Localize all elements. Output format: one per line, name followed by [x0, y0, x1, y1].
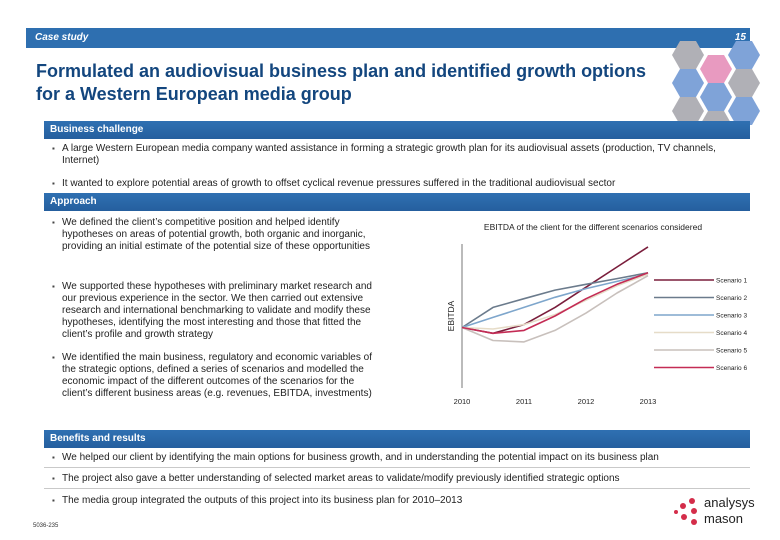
- document-code: 5036-235: [33, 523, 59, 529]
- x-tick-label: 2012: [578, 397, 595, 406]
- logo-word-2: mason: [704, 511, 744, 526]
- approach-heading: Approach: [44, 193, 750, 211]
- legend-label: Scenario 3: [716, 313, 747, 320]
- header-label: Case study: [35, 32, 89, 43]
- approach-bullet-2: We supported these hypotheses with preli…: [52, 281, 386, 341]
- challenge-bullet-1: A large Western European media company w…: [52, 143, 742, 167]
- series-line-2: [461, 272, 649, 329]
- results-heading: Benefits and results: [44, 430, 750, 448]
- results-bullet-2: The project also gave a better understan…: [52, 473, 742, 485]
- business-challenge-heading: Business challenge: [44, 121, 750, 139]
- legend-label: Scenario 4: [716, 330, 747, 337]
- logo-mark-icon: [674, 498, 697, 525]
- x-tick-label: 2011: [516, 397, 532, 406]
- chart-title: EBITDA of the client for the different s…: [484, 222, 702, 232]
- legend-label: Scenario 6: [716, 365, 747, 372]
- ebitda-chart: EBITDA of the client for the different s…: [446, 222, 747, 406]
- approach-bullet-1: We defined the client’s competitive posi…: [52, 217, 378, 253]
- legend-label: Scenario 1: [716, 278, 747, 285]
- series-line-4: [461, 273, 649, 330]
- challenge-bullet-2: It wanted to explore potential areas of …: [52, 178, 742, 190]
- divider: [44, 467, 750, 468]
- approach-bullet-3: We identified the main business, regulat…: [52, 352, 386, 400]
- y-axis-label: EBITDA: [446, 300, 456, 331]
- series-line-3: [461, 273, 649, 329]
- x-tick-label: 2010: [454, 397, 471, 406]
- page-title: Formulated an audiovisual business plan …: [36, 61, 647, 104]
- page-number: 15: [734, 32, 746, 43]
- series-line-5: [461, 275, 649, 343]
- logo-word-1: analysys: [704, 495, 755, 510]
- results-bullet-3: The media group integrated the outputs o…: [52, 495, 652, 507]
- header-bar: Case study 15: [26, 28, 750, 48]
- legend-label: Scenario 2: [716, 295, 747, 302]
- x-tick-label: 2013: [640, 397, 657, 406]
- company-logo: analysys mason: [670, 494, 762, 534]
- divider: [44, 488, 750, 489]
- results-bullet-1: We helped our client by identifying the …: [52, 452, 742, 464]
- legend-label: Scenario 5: [716, 348, 747, 355]
- series-line-6: [461, 272, 649, 335]
- hexagon-logo-icon: [672, 41, 760, 131]
